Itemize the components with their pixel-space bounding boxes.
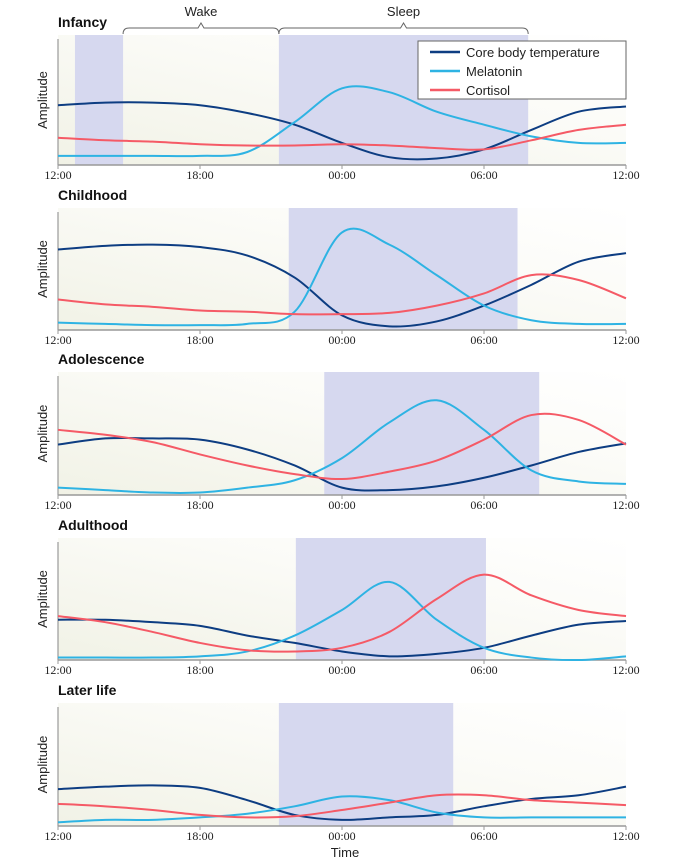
series-line-core-body-temperature	[57, 101, 627, 161]
series-line-cortisol	[57, 273, 627, 316]
y-axis-label: Amplitude	[35, 240, 50, 298]
bracket-wake: Wake	[122, 4, 280, 35]
series-line-melatonin	[57, 795, 626, 824]
sleep-period	[278, 703, 454, 826]
x-tick-label: 12:00	[612, 663, 639, 677]
x-tick-label: 00:00	[328, 829, 355, 843]
panel-title: Adolescence	[58, 351, 145, 367]
x-tick-label: 12:00	[612, 333, 639, 347]
panel-title: Adulthood	[58, 517, 128, 533]
x-tick-label: 12:00	[44, 498, 71, 512]
x-tick-label: 00:00	[328, 333, 355, 347]
x-tick-label: 06:00	[470, 168, 497, 182]
y-axis-label: Amplitude	[35, 71, 50, 129]
x-tick-label: 18:00	[186, 829, 213, 843]
panel-childhood: Childhood Amplitude 12:00 18:00 00:00 06:00 12…	[35, 187, 640, 347]
bracket-sleep: Sleep	[278, 4, 529, 35]
series-line-cortisol	[57, 412, 627, 481]
series-line-melatonin	[57, 85, 627, 158]
panel-adolescence: Adolescence Amplitude 12:00 18:00 00:00 06:00…	[35, 351, 640, 512]
series-line-core-body-temperature	[57, 436, 627, 492]
x-tick-label: 12:00	[612, 829, 639, 843]
sleep-period	[324, 372, 540, 495]
legend: Core body temperature Melatonin Cortisol	[417, 40, 627, 100]
x-tick-label: 06:00	[470, 498, 497, 512]
sleep-period	[295, 538, 486, 660]
sleep-period	[74, 35, 124, 165]
bracket-label: Sleep	[387, 4, 420, 19]
x-tick-label: 12:00	[44, 168, 71, 182]
x-tick-label: 12:00	[612, 498, 639, 512]
x-axis-label: Time	[331, 845, 359, 859]
legend-entry: Core body temperature	[466, 45, 600, 60]
x-tick-label: 12:00	[44, 663, 71, 677]
series-line-core-body-temperature	[57, 243, 627, 328]
x-tick-label: 18:00	[186, 663, 213, 677]
panel-later-life: Later life Amplitude 12:00 18:00 00:00 06:00 1…	[35, 682, 640, 843]
legend-entry: Melatonin	[466, 64, 522, 79]
sleep-period	[288, 208, 518, 330]
x-tick-label: 06:00	[470, 333, 497, 347]
x-tick-label: 18:00	[186, 168, 213, 182]
panel-title: Childhood	[58, 187, 127, 203]
series-line-core-body-temperature	[57, 618, 627, 658]
x-tick-label: 00:00	[328, 663, 355, 677]
series-line-core-body-temperature	[57, 784, 627, 821]
series-line-cortisol	[57, 123, 627, 151]
panel-adulthood: Adulthood Amplitude 12:00 18:00 00:00 06:00 12…	[35, 517, 640, 677]
x-tick-label: 06:00	[470, 829, 497, 843]
x-tick-label: 18:00	[186, 333, 213, 347]
series-line-cortisol	[57, 573, 627, 653]
x-tick-label: 18:00	[186, 498, 213, 512]
y-axis-label: Amplitude	[35, 405, 50, 463]
y-axis-label: Amplitude	[35, 570, 50, 628]
x-tick-label: 12:00	[44, 829, 71, 843]
series-line-melatonin	[57, 399, 627, 495]
series-line-melatonin	[58, 580, 627, 662]
x-tick-label: 00:00	[328, 498, 355, 512]
x-tick-label: 12:00	[44, 333, 71, 347]
series-line-melatonin	[57, 227, 627, 327]
x-tick-label: 12:00	[612, 168, 639, 182]
x-tick-label: 06:00	[470, 663, 497, 677]
x-tick-label: 00:00	[328, 168, 355, 182]
panel-title: Infancy	[58, 14, 107, 30]
series-line-cortisol	[57, 793, 627, 819]
y-axis-label: Amplitude	[35, 736, 50, 794]
panel-title: Later life	[58, 682, 117, 698]
legend-entry: Cortisol	[466, 83, 510, 98]
bracket-label: Wake	[185, 4, 218, 19]
